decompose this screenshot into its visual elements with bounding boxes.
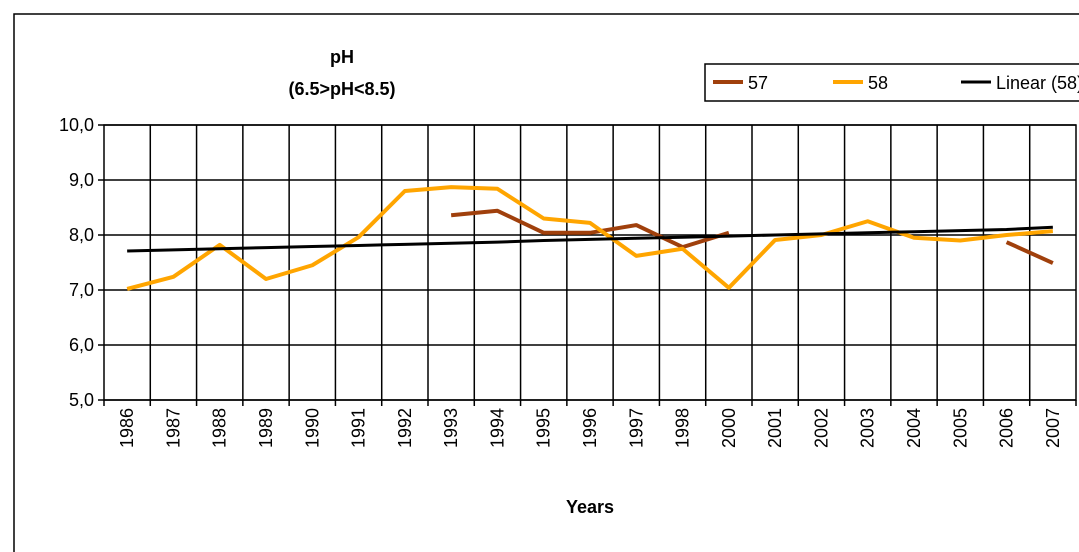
x-tick-label: 1986: [117, 408, 137, 448]
x-tick-label: 1997: [626, 408, 646, 448]
x-tick-label: 1987: [163, 408, 183, 448]
x-tick-label: 2005: [950, 408, 970, 448]
y-tick-label: 6,0: [69, 335, 94, 355]
y-tick-label: 7,0: [69, 280, 94, 300]
x-tick-label: 2001: [765, 408, 785, 448]
x-tick-label: 2003: [858, 408, 878, 448]
x-tick-label: 1995: [534, 408, 554, 448]
y-tick-label: 5,0: [69, 390, 94, 410]
x-tick-label: 2004: [904, 408, 924, 448]
x-tick-label: 2000: [719, 408, 739, 448]
x-tick-label: 1990: [302, 408, 322, 448]
plot-area: [103, 124, 1077, 401]
x-tick-label: 2007: [1043, 408, 1063, 448]
x-tick-label: 2002: [811, 408, 831, 448]
x-tick-label: 1988: [210, 408, 230, 448]
chart-subtitle: (6.5>pH<8.5): [288, 79, 395, 99]
x-tick-label: 1994: [487, 408, 507, 448]
x-tick-label: 1989: [256, 408, 276, 448]
x-axis-title: Years: [566, 497, 614, 517]
y-tick-label: 9,0: [69, 170, 94, 190]
y-tick-label: 8,0: [69, 225, 94, 245]
x-tick-label: 1996: [580, 408, 600, 448]
x-tick-label: 1998: [673, 408, 693, 448]
legend-label: 57: [748, 73, 768, 93]
x-tick-label: 1992: [395, 408, 415, 448]
y-tick-label: 10,0: [59, 115, 94, 135]
legend-box: [704, 63, 1079, 102]
x-tick-label: 1991: [349, 408, 369, 448]
x-tick-label: 2006: [997, 408, 1017, 448]
legend-label: 58: [868, 73, 888, 93]
series-line: [127, 225, 1053, 253]
legend-label: Linear (58): [996, 73, 1079, 93]
x-tick-label: 1993: [441, 408, 461, 448]
chart-title: pH: [330, 47, 354, 67]
